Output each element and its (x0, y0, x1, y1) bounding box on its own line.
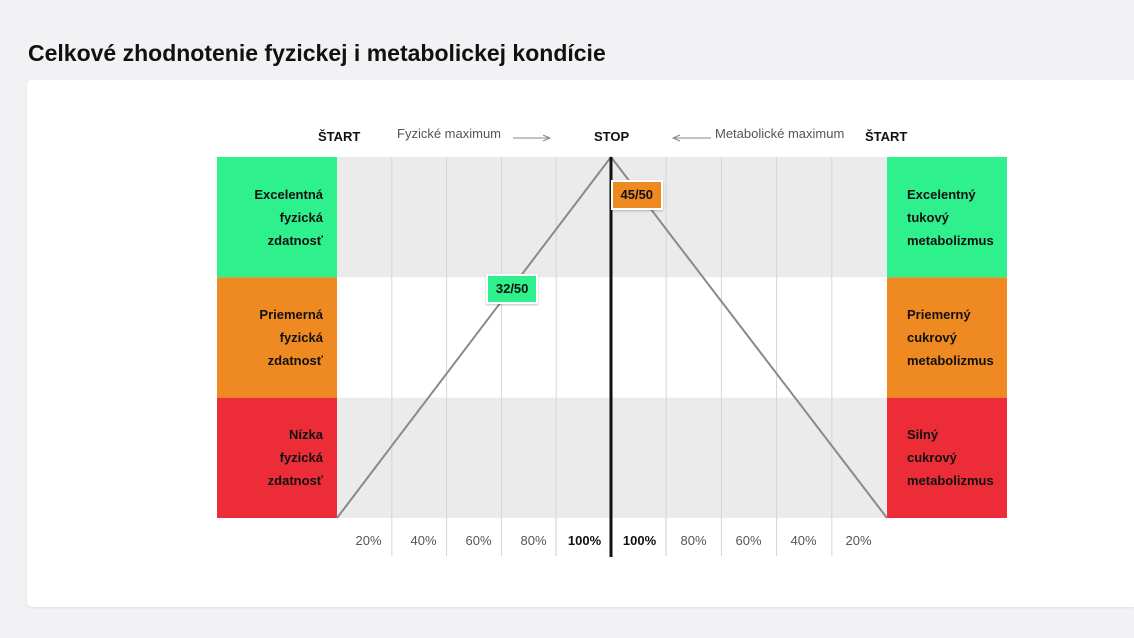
physical-max-label: Fyzické maximum (397, 126, 502, 141)
tick-left-80: 80% (520, 533, 547, 548)
right-zone-block-1 (887, 277, 1007, 398)
metabolic-score-marker: 45/50 (610, 180, 664, 210)
tick-left-20: 20% (355, 533, 382, 548)
left-zone-block-0 (217, 157, 337, 278)
zone-label-excellent-physical: Excelentná fyzická zdatnosť (254, 186, 323, 248)
tick-right-20: 20% (845, 533, 872, 548)
zone-label-average-metabolism: Priemerný cukrový metabolizmus (907, 306, 994, 368)
tick-right-60: 60% (735, 533, 762, 548)
left-zone-block-2 (217, 397, 337, 518)
tick-right-80: 80% (680, 533, 707, 548)
zone-label-low-physical: Nízka fyzická zdatnosť (267, 427, 323, 488)
right-zone-block-2 (887, 397, 1007, 518)
metabolic-max-label: Metabolické maximum (715, 126, 845, 141)
tick-left-100: 100% (567, 533, 602, 548)
zone-label-strong-metabolism: Silný cukrový metabolizmus (907, 427, 994, 488)
zone-label-average-physical: Priemerná fyzická zdatnosť (259, 306, 323, 368)
metabolic-arrow-head (671, 134, 681, 142)
page-title: Celkové zhodnotenie fyzickej i metabolic… (28, 40, 606, 66)
physical-line (336, 156, 612, 519)
tick-right-40: 40% (790, 533, 817, 548)
physical-score-marker: 32/50 (485, 274, 539, 304)
zone-label-excellent-metabolism: Excelentný tukový metabolizmus (907, 186, 994, 248)
right-zone-block-0 (887, 157, 1007, 278)
stop-label: STOP (594, 129, 630, 144)
tick-left-40: 40% (410, 533, 437, 548)
tick-right-100: 100% (622, 533, 657, 548)
start-right-label: ŠTART (865, 129, 908, 144)
tick-left-60: 60% (465, 533, 492, 548)
metabolic-line (610, 156, 888, 519)
physical-arrow-head (542, 134, 552, 142)
start-left-label: ŠTART (318, 129, 361, 144)
left-zone-block-1 (217, 277, 337, 398)
